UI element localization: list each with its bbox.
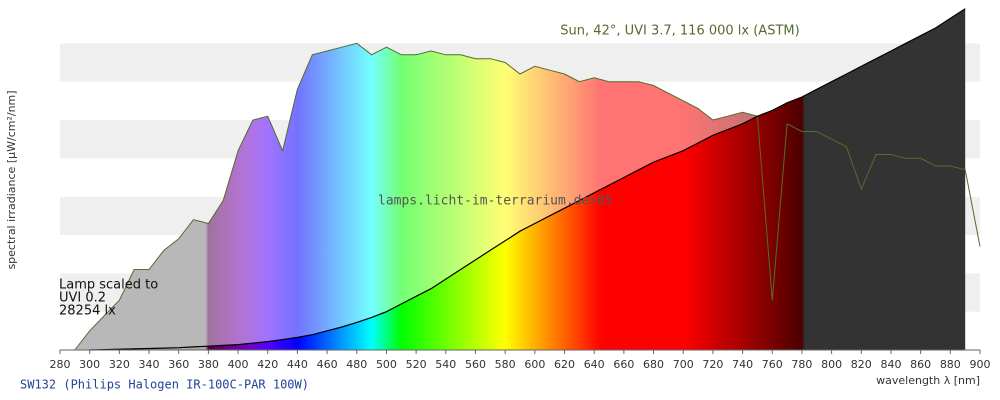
x-tick-label: 740 — [732, 358, 753, 371]
annotation: Lamp scaled to — [59, 278, 158, 293]
annotation: UVI 0.2 — [59, 291, 106, 306]
legend-sun: Sun, 42°, UVI 3.7, 116 000 lx (ASTM) — [560, 24, 799, 39]
x-tick-label: 300 — [79, 358, 100, 371]
series-line — [74, 42, 981, 351]
annotation: 28254 lx — [59, 304, 116, 319]
x-tick-label: 800 — [821, 358, 842, 371]
x-tick-label: 760 — [762, 358, 783, 371]
x-tick-label: 440 — [287, 358, 308, 371]
x-tick-label: 420 — [257, 358, 278, 371]
x-tick-label: 400 — [228, 358, 249, 371]
area-fill — [89, 8, 966, 351]
watermark: lamps.licht-im-terrarium.de>85 — [378, 194, 613, 209]
x-tick-label: 460 — [317, 358, 338, 371]
legend-lamp: SW132 (Philips Halogen IR-100C-PAR 100W) — [20, 378, 309, 392]
x-tick-label: 480 — [346, 358, 367, 371]
x-tick-label: 560 — [465, 358, 486, 371]
x-tick-label: 500 — [376, 358, 397, 371]
x-tick-label: 900 — [970, 358, 991, 371]
x-tick-label: 580 — [495, 358, 516, 371]
x-tick-label: 680 — [643, 358, 664, 371]
x-tick-label: 340 — [139, 358, 160, 371]
x-axis-label: wavelength λ [nm] — [876, 374, 980, 387]
x-tick-label: 880 — [940, 358, 961, 371]
grid-band — [60, 5, 980, 44]
x-tick-label: 360 — [168, 358, 189, 371]
x-tick-label: 640 — [584, 358, 605, 371]
x-tick-label: 720 — [702, 358, 723, 371]
x-tick-label: 320 — [109, 358, 130, 371]
x-tick-label: 840 — [880, 358, 901, 371]
x-tick-label: 820 — [851, 358, 872, 371]
series-line — [89, 8, 966, 351]
x-tick-label: 540 — [435, 358, 456, 371]
x-tick-label: 780 — [791, 358, 812, 371]
y-axis-label: spectral irradiance [µW/cm²/nm] — [5, 90, 18, 269]
x-tick-label: 600 — [524, 358, 545, 371]
x-tick-label: 660 — [613, 358, 634, 371]
x-tick-label: 860 — [910, 358, 931, 371]
x-tick-label: 380 — [198, 358, 219, 371]
x-tick-label: 620 — [554, 358, 575, 371]
x-tick-label: 700 — [673, 358, 694, 371]
x-tick-label: 280 — [50, 358, 71, 371]
x-tick-label: 520 — [406, 358, 427, 371]
